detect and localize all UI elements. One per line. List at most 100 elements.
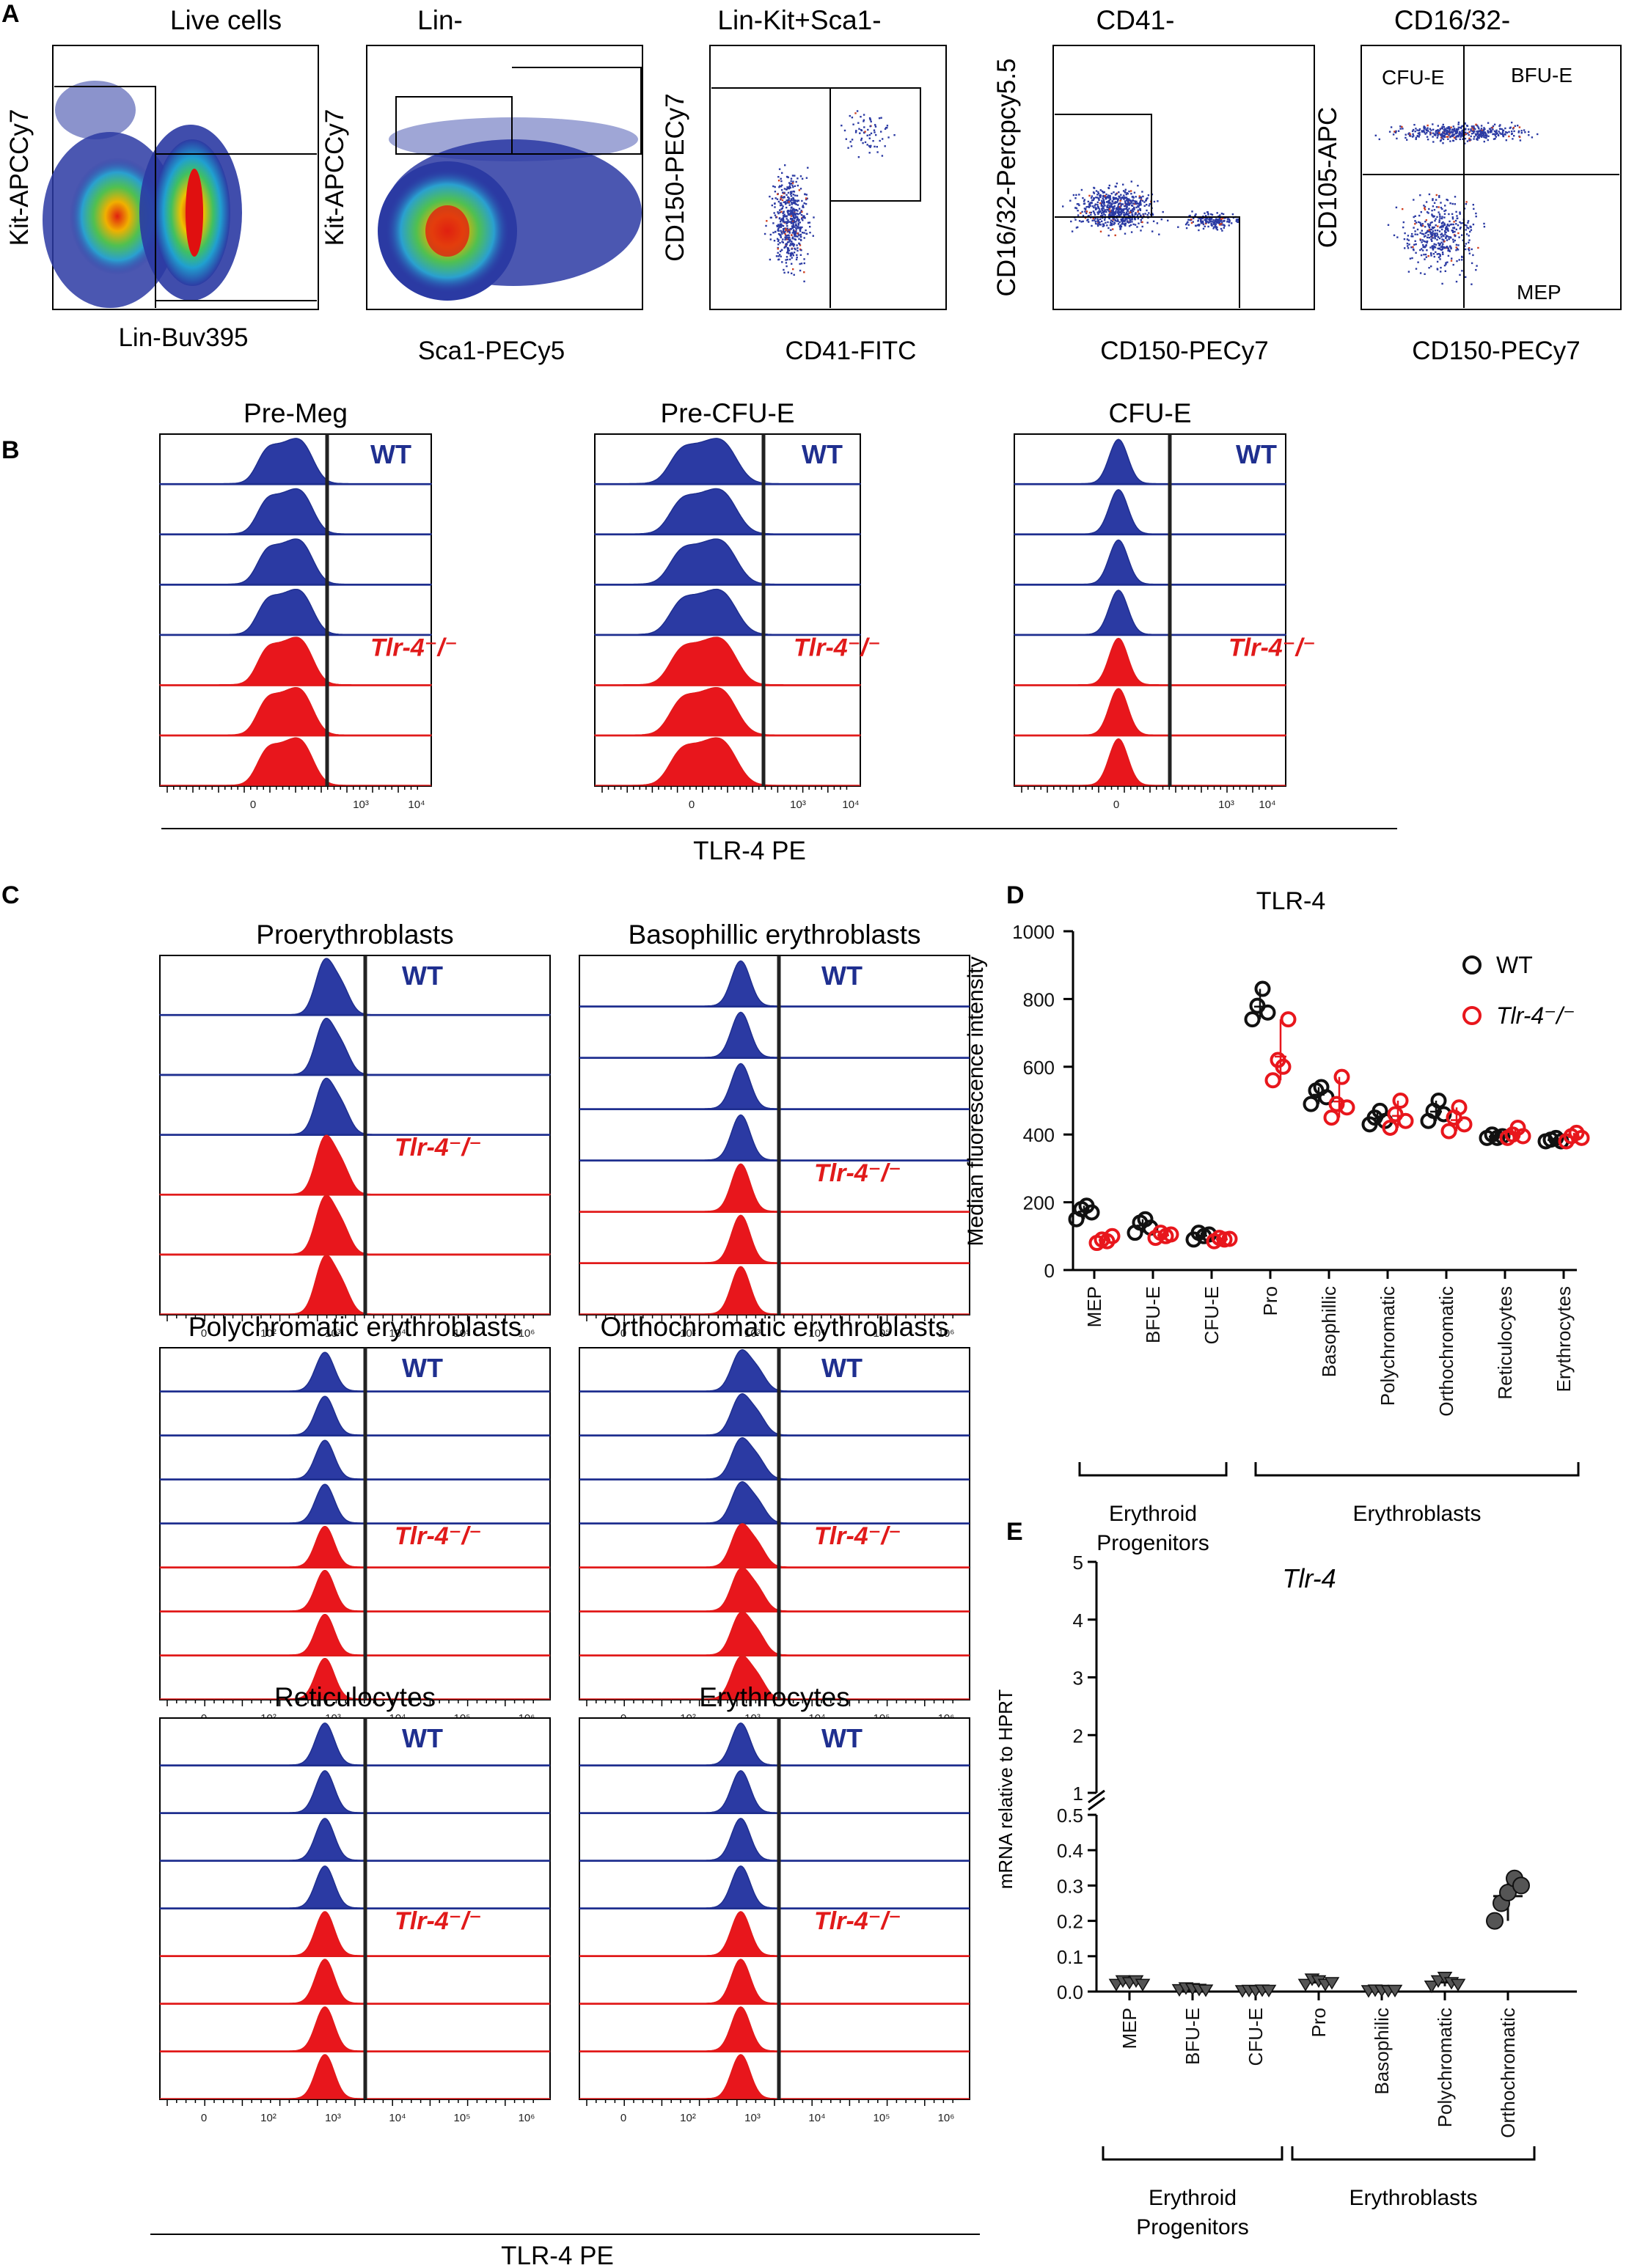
event-dot (1390, 126, 1393, 128)
event-dot (1456, 215, 1458, 217)
event-dot (805, 198, 807, 201)
event-dot (1432, 227, 1435, 230)
event-dot (781, 261, 783, 263)
event-dot (857, 156, 860, 158)
event-dot (1123, 194, 1125, 197)
event-dot (1434, 219, 1436, 222)
event-dot (1450, 126, 1452, 128)
event-dot (1444, 270, 1446, 272)
event-dot (1465, 229, 1467, 231)
event-dot (1426, 249, 1428, 252)
event-dot (1432, 123, 1434, 125)
event-dot (793, 274, 795, 276)
event-dot (1416, 228, 1419, 231)
event-dot (1108, 208, 1111, 210)
event-dot (1482, 131, 1484, 133)
x-axis-label: CD150-PECy7 (1412, 337, 1581, 365)
data-point (1512, 1876, 1530, 1895)
event-dot (1235, 219, 1238, 221)
legend-label-wt: WT (1496, 952, 1533, 978)
event-dot (1103, 210, 1106, 213)
event-dot (1430, 238, 1432, 241)
event-dot (1455, 210, 1457, 213)
event-dot (1102, 196, 1105, 198)
event-dot (778, 258, 780, 260)
event-dot (788, 201, 790, 203)
event-dots (763, 110, 896, 282)
event-dot (1228, 224, 1230, 227)
event-dot (1122, 219, 1125, 221)
tick-label: 0 (250, 799, 256, 811)
event-dot (1484, 128, 1486, 131)
event-dot (1438, 230, 1441, 232)
event-dot (788, 213, 790, 216)
event-dot (1139, 200, 1141, 203)
event-dot (1107, 227, 1110, 230)
event-dot (790, 195, 793, 197)
event-dot (1094, 217, 1096, 220)
event-dot (1445, 236, 1447, 238)
event-dot (1504, 131, 1507, 133)
event-dot (1420, 254, 1423, 257)
event-dot (1092, 217, 1094, 220)
event-dot (792, 243, 794, 246)
event-dot (1137, 202, 1140, 205)
event-dot (1440, 249, 1442, 251)
event-dot (1453, 133, 1456, 136)
event-dot (1152, 220, 1155, 222)
flow-plot-title: CD41- (1096, 5, 1175, 35)
event-dot (1112, 209, 1114, 211)
tick-label: 0 (1113, 799, 1119, 811)
event-dot (1411, 136, 1414, 138)
event-dot (1439, 254, 1441, 256)
event-dot (1470, 128, 1472, 131)
event-dot (1424, 226, 1427, 228)
event-dot (1422, 224, 1424, 227)
event-dot (860, 139, 863, 142)
event-dot (1110, 210, 1112, 213)
event-dot (1114, 202, 1117, 205)
event-dot (794, 231, 796, 233)
event-dot (1127, 213, 1129, 216)
event-dot (1134, 200, 1136, 202)
event-dot (1216, 219, 1219, 222)
event-dot (1102, 225, 1105, 227)
event-dot (1495, 133, 1497, 135)
event-dot (1493, 123, 1496, 125)
event-dot (1439, 133, 1442, 136)
event-dot (795, 227, 797, 229)
event-dot (779, 211, 781, 213)
event-dot (1112, 228, 1114, 230)
event-dot (1200, 221, 1203, 223)
event-dot (779, 233, 781, 236)
event-dot (1221, 217, 1224, 219)
event-dot (796, 256, 798, 259)
event-dot (860, 116, 862, 118)
event-dot (1204, 222, 1207, 225)
event-dot (1097, 207, 1099, 209)
event-dot (1461, 129, 1464, 132)
event-dot (1198, 217, 1201, 219)
event-dot (1075, 207, 1078, 210)
event-dot (788, 199, 790, 201)
event-dot (1450, 247, 1452, 250)
event-dot (1452, 128, 1454, 131)
event-dot (1464, 245, 1466, 247)
event-dot (1467, 220, 1470, 222)
event-dot (792, 180, 794, 183)
event-dot (1107, 201, 1110, 203)
event-dot (1524, 131, 1526, 133)
event-dot (795, 224, 798, 227)
event-dot (1204, 225, 1206, 227)
event-dot (1479, 133, 1482, 135)
event-dot (803, 280, 805, 282)
ko-histogram (1014, 688, 1286, 736)
event-dot (1415, 268, 1418, 270)
event-dot (884, 145, 886, 147)
y-axis-label: CD105-APC (1314, 107, 1342, 249)
event-dot (1137, 210, 1139, 213)
event-dot (1406, 238, 1409, 241)
event-dot (1519, 139, 1522, 142)
event-dot (1431, 213, 1433, 216)
event-dot (1210, 213, 1212, 216)
